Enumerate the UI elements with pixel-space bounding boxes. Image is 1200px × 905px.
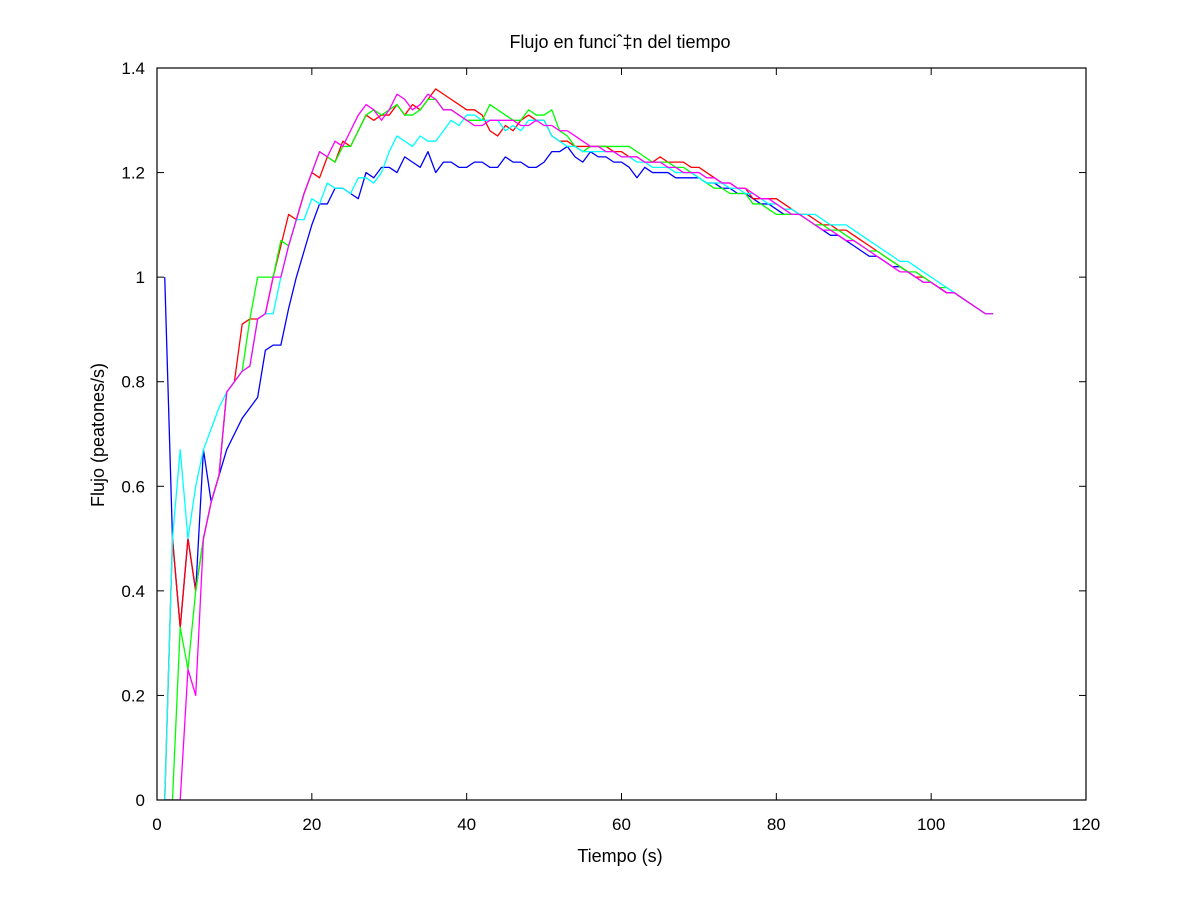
x-tick-label: 40	[457, 815, 476, 834]
y-tick-label: 0.2	[121, 686, 145, 705]
x-axis-label: Tiempo (s)	[577, 846, 662, 866]
y-tick-label: 1.2	[121, 164, 145, 183]
y-tick-label: 1	[136, 268, 145, 287]
y-tick-label: 0.6	[121, 477, 145, 496]
x-tick-label: 20	[302, 815, 321, 834]
series-line-4	[164, 114, 994, 800]
y-tick-label: 0.8	[121, 373, 145, 392]
y-tick-label: 1.4	[121, 59, 145, 78]
series-layer	[164, 88, 994, 800]
x-tick-label: 0	[152, 815, 161, 834]
x-tick-label: 60	[612, 815, 631, 834]
x-tick-label: 120	[1072, 815, 1100, 834]
series-line-5	[164, 93, 994, 800]
chart-title: Flujo en funciˆ‡n del tiempo	[509, 32, 730, 52]
y-tick-label: 0	[136, 791, 145, 810]
x-tick-label: 80	[767, 815, 786, 834]
series-line-1	[164, 145, 994, 629]
x-tick-label: 100	[917, 815, 945, 834]
y-axis-label: Flujo (peatones/s)	[88, 363, 108, 507]
axes-layer: 0 20 40 60 80 100 120 0 0.2 0.4 0.6 0.8 1 1.2 1.4	[121, 59, 1100, 834]
y-tick-label: 0.4	[121, 582, 145, 601]
